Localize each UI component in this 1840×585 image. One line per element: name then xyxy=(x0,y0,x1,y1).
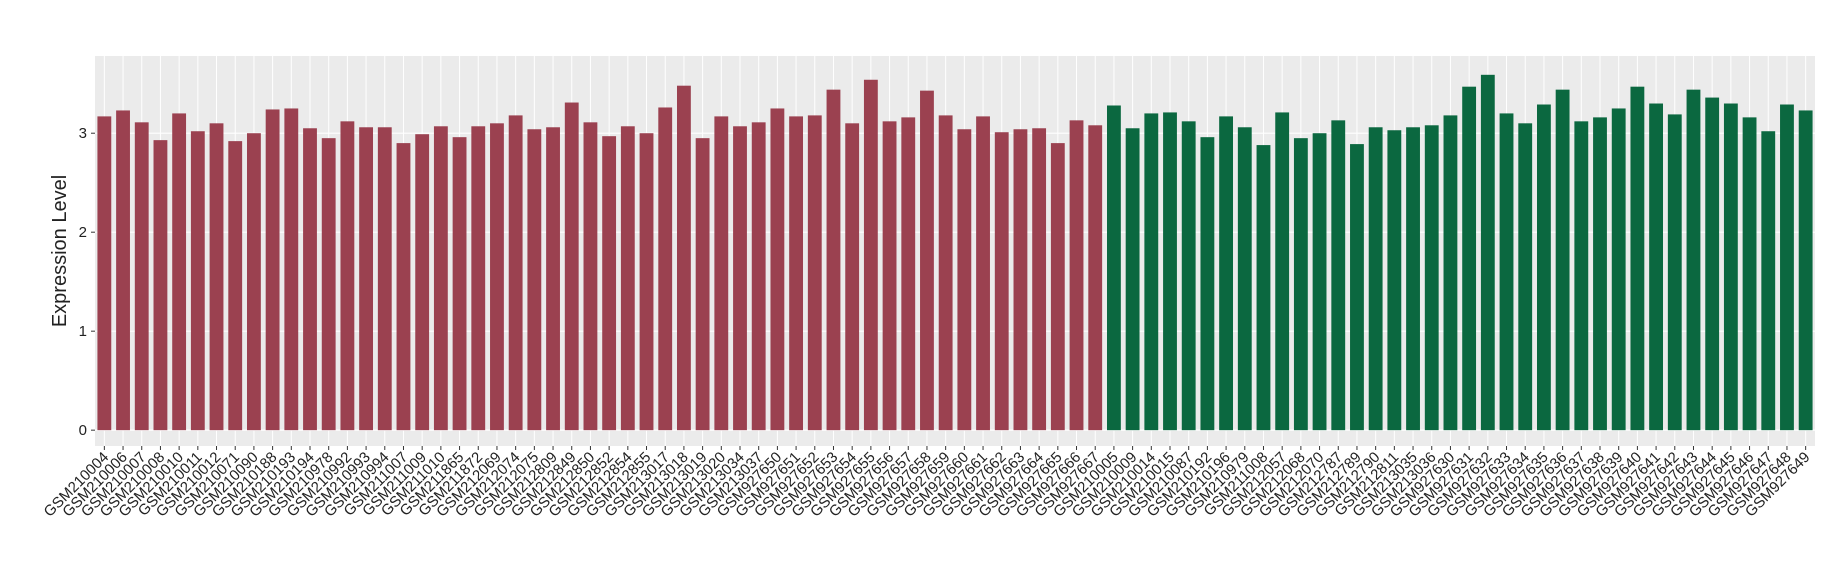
bar xyxy=(1368,127,1383,431)
bar xyxy=(228,141,243,431)
y-tick-label: 1 xyxy=(79,323,87,340)
bar xyxy=(920,90,934,431)
bar xyxy=(994,132,1009,431)
bar xyxy=(1761,131,1776,431)
bar xyxy=(1088,125,1103,431)
bar xyxy=(190,131,205,431)
bar xyxy=(1200,137,1215,431)
bar xyxy=(527,129,542,431)
bar xyxy=(1742,117,1757,431)
bar xyxy=(751,122,766,431)
bar xyxy=(471,126,486,431)
bar xyxy=(733,126,747,431)
bar xyxy=(1574,121,1589,431)
bar xyxy=(1462,86,1477,431)
bar xyxy=(1780,104,1794,431)
bar xyxy=(116,110,130,431)
bar xyxy=(845,123,860,431)
bar xyxy=(1518,123,1533,431)
bar xyxy=(1350,144,1364,431)
bar xyxy=(826,89,841,431)
bar xyxy=(564,102,579,431)
bar xyxy=(359,127,374,431)
bar xyxy=(172,113,187,431)
bar xyxy=(1256,145,1271,431)
bar xyxy=(377,127,392,431)
bar xyxy=(546,127,560,431)
bar xyxy=(265,109,280,431)
bar xyxy=(433,126,448,431)
bar xyxy=(340,121,355,431)
bar xyxy=(1667,114,1682,431)
bar xyxy=(1275,112,1290,431)
bar xyxy=(1181,121,1196,431)
y-tick-label: 0 xyxy=(79,422,87,439)
bar xyxy=(1686,89,1701,431)
bar xyxy=(1069,120,1084,431)
bar xyxy=(1219,116,1234,431)
bar xyxy=(863,79,878,431)
bar xyxy=(303,128,317,431)
bar xyxy=(976,116,990,431)
bar xyxy=(1032,128,1047,431)
bar xyxy=(639,133,654,431)
bar xyxy=(938,115,953,431)
y-axis-title: Expression Level xyxy=(49,175,71,327)
bar xyxy=(1499,113,1514,431)
bar xyxy=(789,116,804,431)
bar xyxy=(714,116,729,431)
bar xyxy=(1705,97,1720,431)
bar xyxy=(1798,110,1813,431)
bar xyxy=(1163,112,1177,431)
bar xyxy=(1144,113,1159,431)
bar xyxy=(620,126,635,431)
bar xyxy=(97,116,112,431)
bar xyxy=(508,115,523,431)
bar xyxy=(658,107,673,431)
bar xyxy=(209,123,224,431)
bar xyxy=(1480,74,1495,431)
bar xyxy=(882,121,897,431)
bar xyxy=(583,122,598,431)
bar xyxy=(676,85,691,431)
bar xyxy=(1536,104,1551,431)
bar xyxy=(1125,128,1140,431)
bar xyxy=(1723,103,1738,431)
bar xyxy=(246,133,261,431)
bar xyxy=(1424,125,1439,431)
bar xyxy=(1293,138,1308,431)
bar xyxy=(770,108,785,431)
bar xyxy=(490,123,504,431)
bar xyxy=(396,143,411,431)
bar xyxy=(957,129,972,431)
bar xyxy=(1443,115,1458,431)
bar xyxy=(1013,129,1028,431)
bar xyxy=(1406,127,1420,431)
bar xyxy=(1630,86,1645,431)
bar xyxy=(1331,120,1346,431)
bar xyxy=(1106,105,1121,431)
bar xyxy=(901,117,916,431)
y-tick-label: 3 xyxy=(79,125,87,142)
bar xyxy=(321,138,336,431)
bar xyxy=(452,137,467,431)
bar xyxy=(1593,117,1607,431)
bar xyxy=(415,134,430,431)
bar xyxy=(1050,143,1065,431)
bar xyxy=(134,122,149,431)
bar xyxy=(1555,89,1570,431)
bar xyxy=(1387,130,1402,431)
bar xyxy=(1611,108,1626,431)
bar xyxy=(807,115,822,431)
bar xyxy=(695,138,710,431)
bar xyxy=(1649,103,1664,431)
bar xyxy=(602,136,617,431)
y-tick-label: 2 xyxy=(79,224,87,241)
bar xyxy=(153,140,168,431)
bar xyxy=(1312,133,1327,431)
bar xyxy=(284,108,299,431)
bar xyxy=(1237,127,1252,431)
